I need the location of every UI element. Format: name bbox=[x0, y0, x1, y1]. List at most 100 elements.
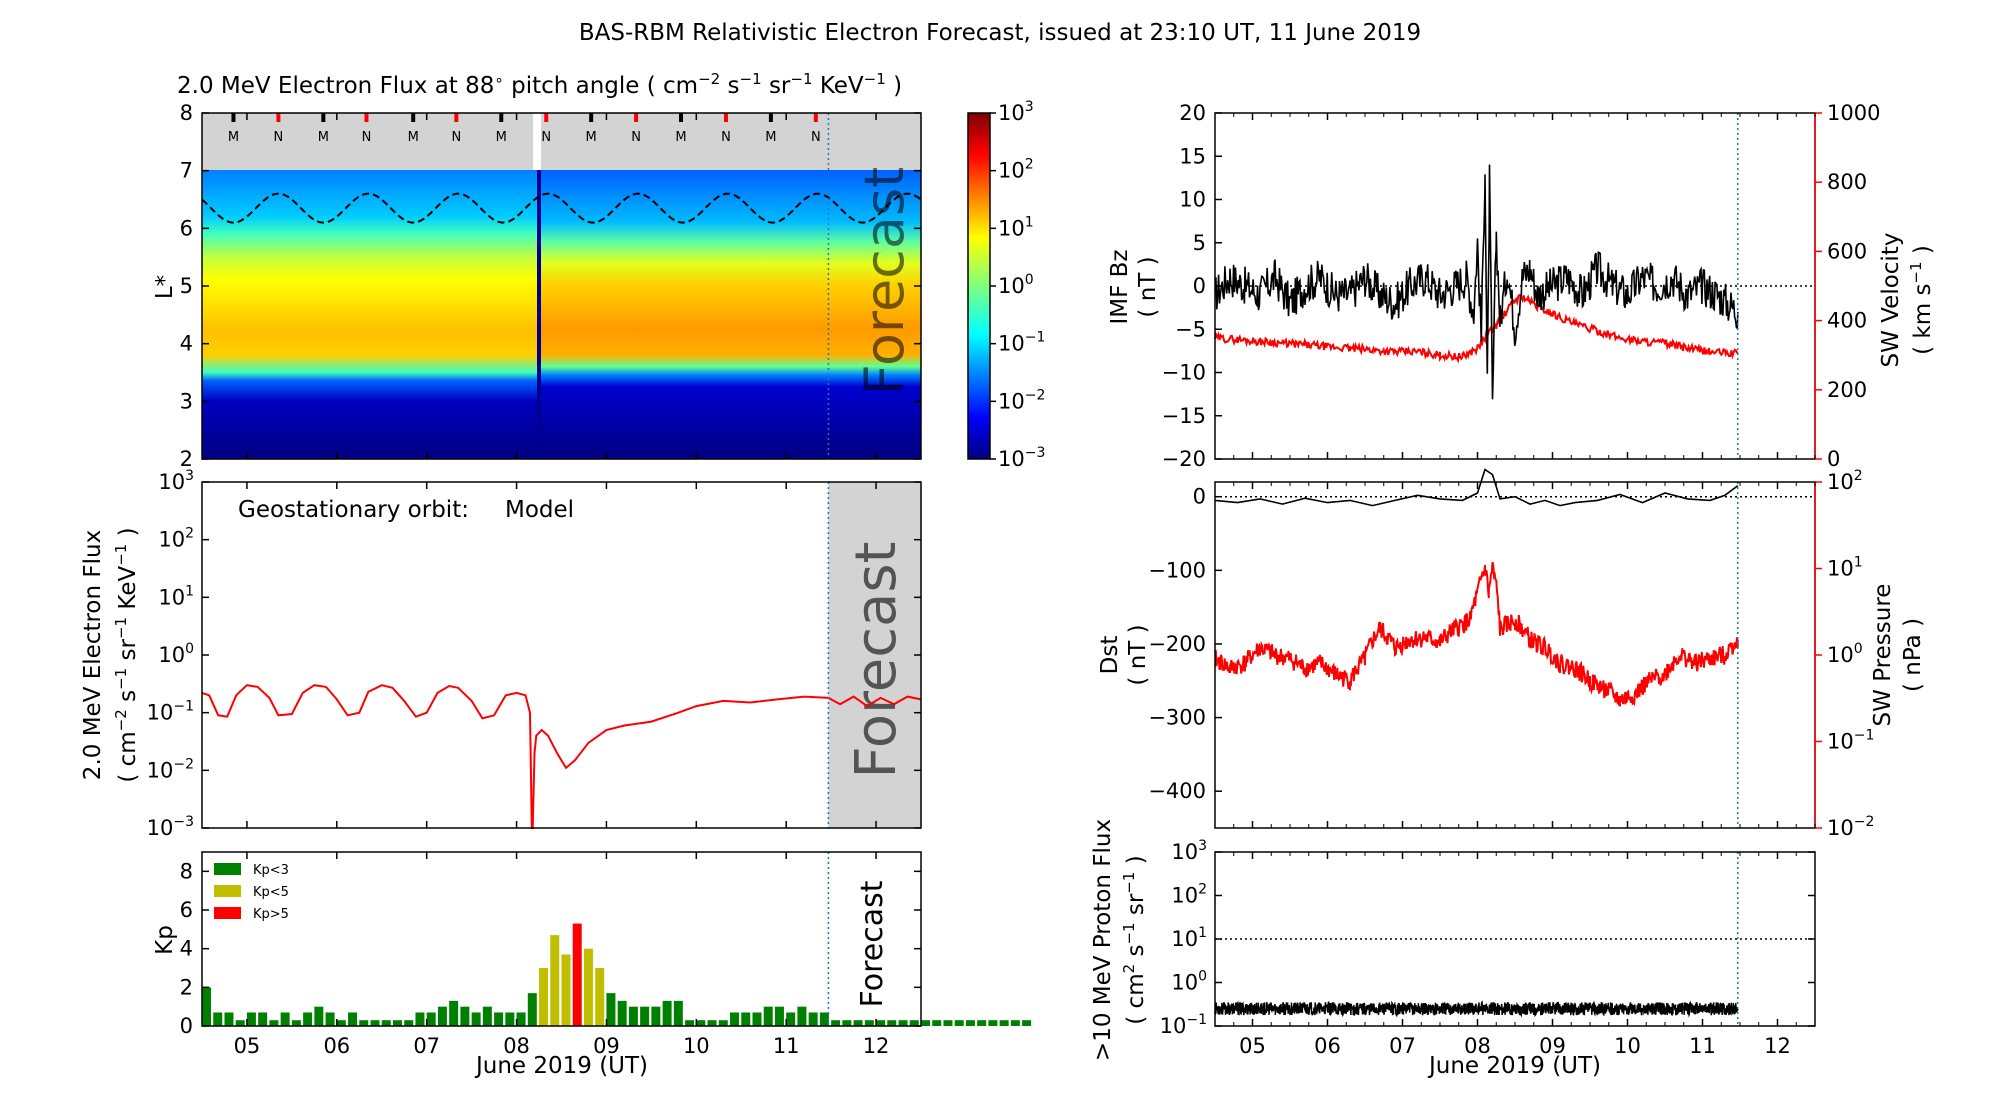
forecast-watermark: Forecast bbox=[855, 880, 890, 1007]
mlt-label: N bbox=[541, 130, 551, 145]
flux-pre-storm bbox=[202, 170, 537, 459]
kp-bar bbox=[482, 1006, 492, 1026]
kp-bar bbox=[752, 1012, 762, 1026]
y-tick-label: 100 bbox=[1827, 641, 1863, 667]
dst-x-ticks bbox=[1214, 482, 1816, 828]
kp-bar bbox=[269, 1020, 279, 1026]
swv-ylabel-units: ( km s−1 ) bbox=[1907, 245, 1936, 355]
kp-bar bbox=[651, 1006, 661, 1026]
data-gap bbox=[533, 113, 541, 170]
kp-bar bbox=[550, 935, 560, 1026]
tick-base: 10 bbox=[1827, 816, 1854, 840]
legend-swatch-kp-low bbox=[214, 863, 241, 875]
kp-bar bbox=[404, 1020, 414, 1026]
tick-base: 10 bbox=[1827, 557, 1854, 581]
swp-ylabel-line1: SW Pressure bbox=[1870, 584, 1896, 727]
kp-x-axis: 05 06 07 08 09 10 11 12 bbox=[234, 852, 889, 1058]
tick-exponent: −1 bbox=[1186, 1012, 1207, 1028]
y-tick-label: 1000 bbox=[1827, 101, 1880, 125]
tick-exponent: −1 bbox=[1854, 728, 1875, 744]
kp-bar bbox=[572, 923, 582, 1026]
tick-base: 10 bbox=[998, 101, 1025, 125]
y-tick-label: 0 bbox=[180, 1014, 193, 1038]
proton-xlabel: June 2019 (UT) bbox=[1427, 1053, 1601, 1079]
kp-bar bbox=[246, 1012, 256, 1026]
kp-bar bbox=[606, 993, 616, 1026]
mlt-label: N bbox=[721, 130, 731, 145]
kp-bar bbox=[876, 1020, 886, 1026]
tick-exponent: −1 bbox=[173, 699, 194, 715]
y-tick-label: 15 bbox=[1179, 144, 1206, 168]
tick-exponent: 1 bbox=[1198, 925, 1207, 941]
kp-bar bbox=[808, 1012, 818, 1026]
x-tick-label: 10 bbox=[683, 1034, 710, 1058]
tick-exponent: −2 bbox=[173, 756, 194, 772]
kp-bar bbox=[932, 1020, 942, 1026]
flux-map-x-ticks bbox=[246, 113, 877, 459]
kp-bar bbox=[640, 1006, 650, 1026]
kp-bar bbox=[325, 1012, 335, 1026]
x-tick-label: 08 bbox=[503, 1034, 530, 1058]
tick-exponent: 1 bbox=[1025, 214, 1034, 230]
kp-bar bbox=[213, 1012, 223, 1026]
y-tick-label: 10−2 bbox=[1827, 814, 1874, 840]
kp-bar bbox=[617, 1000, 627, 1026]
tick-base: 10 bbox=[1827, 470, 1854, 494]
kp-bar bbox=[965, 1020, 975, 1026]
kp-bar bbox=[437, 1006, 447, 1026]
dst-line bbox=[1214, 468, 1739, 507]
kp-bar bbox=[460, 1006, 470, 1026]
kp-bar bbox=[235, 1020, 245, 1026]
kp-bar bbox=[583, 948, 593, 1026]
legend-swatch-kp-high bbox=[214, 907, 241, 919]
tick-base: 10 bbox=[158, 585, 185, 609]
colorbar-tick-label: 101 bbox=[998, 214, 1034, 240]
tick-base: 10 bbox=[1171, 971, 1198, 995]
y-tick-label: 101 bbox=[158, 583, 194, 609]
tick-exponent: 3 bbox=[185, 468, 194, 484]
proton-ylabel-units: ( cm2 s−1 sr−1 ) bbox=[1120, 855, 1149, 1024]
tick-exponent: 2 bbox=[185, 526, 194, 542]
kp-bar bbox=[954, 1020, 964, 1026]
kp-bar bbox=[494, 1012, 504, 1026]
y-tick-label: 10 bbox=[1179, 188, 1206, 212]
kp-bar bbox=[763, 1006, 773, 1026]
flux-map-title: 2.0 MeV Electron Flux at 88∘ pitch angle… bbox=[177, 70, 902, 99]
kp-bar bbox=[685, 1020, 695, 1026]
y-tick-label: 100 bbox=[1171, 969, 1207, 995]
dst-ylabel-line1: Dst bbox=[1097, 636, 1123, 675]
kp-bar bbox=[909, 1020, 919, 1026]
y-tick-label: −400 bbox=[1148, 779, 1206, 803]
kp-bar bbox=[662, 1000, 672, 1026]
x-tick-label: 11 bbox=[1689, 1034, 1716, 1058]
swv-ylabel-line1: SW Velocity bbox=[1878, 233, 1904, 368]
x-tick-label: 06 bbox=[323, 1034, 350, 1058]
y-tick-label: 400 bbox=[1827, 309, 1867, 333]
geo-flux-panel: Forecast Geostationary orbit: Model 1031… bbox=[80, 468, 922, 840]
imf-ylabel-line1: IMF Bz bbox=[1107, 249, 1133, 324]
flux-map-ylabel: L* bbox=[152, 275, 178, 299]
kp-bar bbox=[561, 954, 571, 1026]
kp-bar bbox=[258, 1012, 268, 1026]
geo-flux-ylabel-line1: 2.0 MeV Electron Flux bbox=[80, 530, 106, 780]
geo-orbit-label: Geostationary orbit: bbox=[238, 497, 469, 523]
tick-base: 10 bbox=[1171, 927, 1198, 951]
forecast-watermark: Forecast bbox=[844, 542, 909, 779]
x-tick-label: 11 bbox=[773, 1034, 800, 1058]
sw-velocity-y-axis: 1000 800 600 400 200 0 bbox=[1814, 101, 1880, 471]
y-tick-label: 200 bbox=[1827, 378, 1867, 402]
model-flux-line bbox=[201, 684, 922, 829]
kp-bar bbox=[280, 1012, 290, 1026]
kp-bar bbox=[943, 1020, 953, 1026]
tick-exponent: −2 bbox=[1025, 387, 1046, 403]
kp-bar bbox=[673, 1000, 683, 1026]
kp-bar bbox=[202, 987, 211, 1026]
mlt-label: M bbox=[228, 130, 239, 145]
kp-bar bbox=[426, 1012, 436, 1026]
kp-bar bbox=[539, 968, 549, 1026]
tick-base: 10 bbox=[1171, 840, 1198, 864]
tick-exponent: −3 bbox=[1025, 445, 1046, 461]
x-tick-label: 06 bbox=[1314, 1034, 1341, 1058]
